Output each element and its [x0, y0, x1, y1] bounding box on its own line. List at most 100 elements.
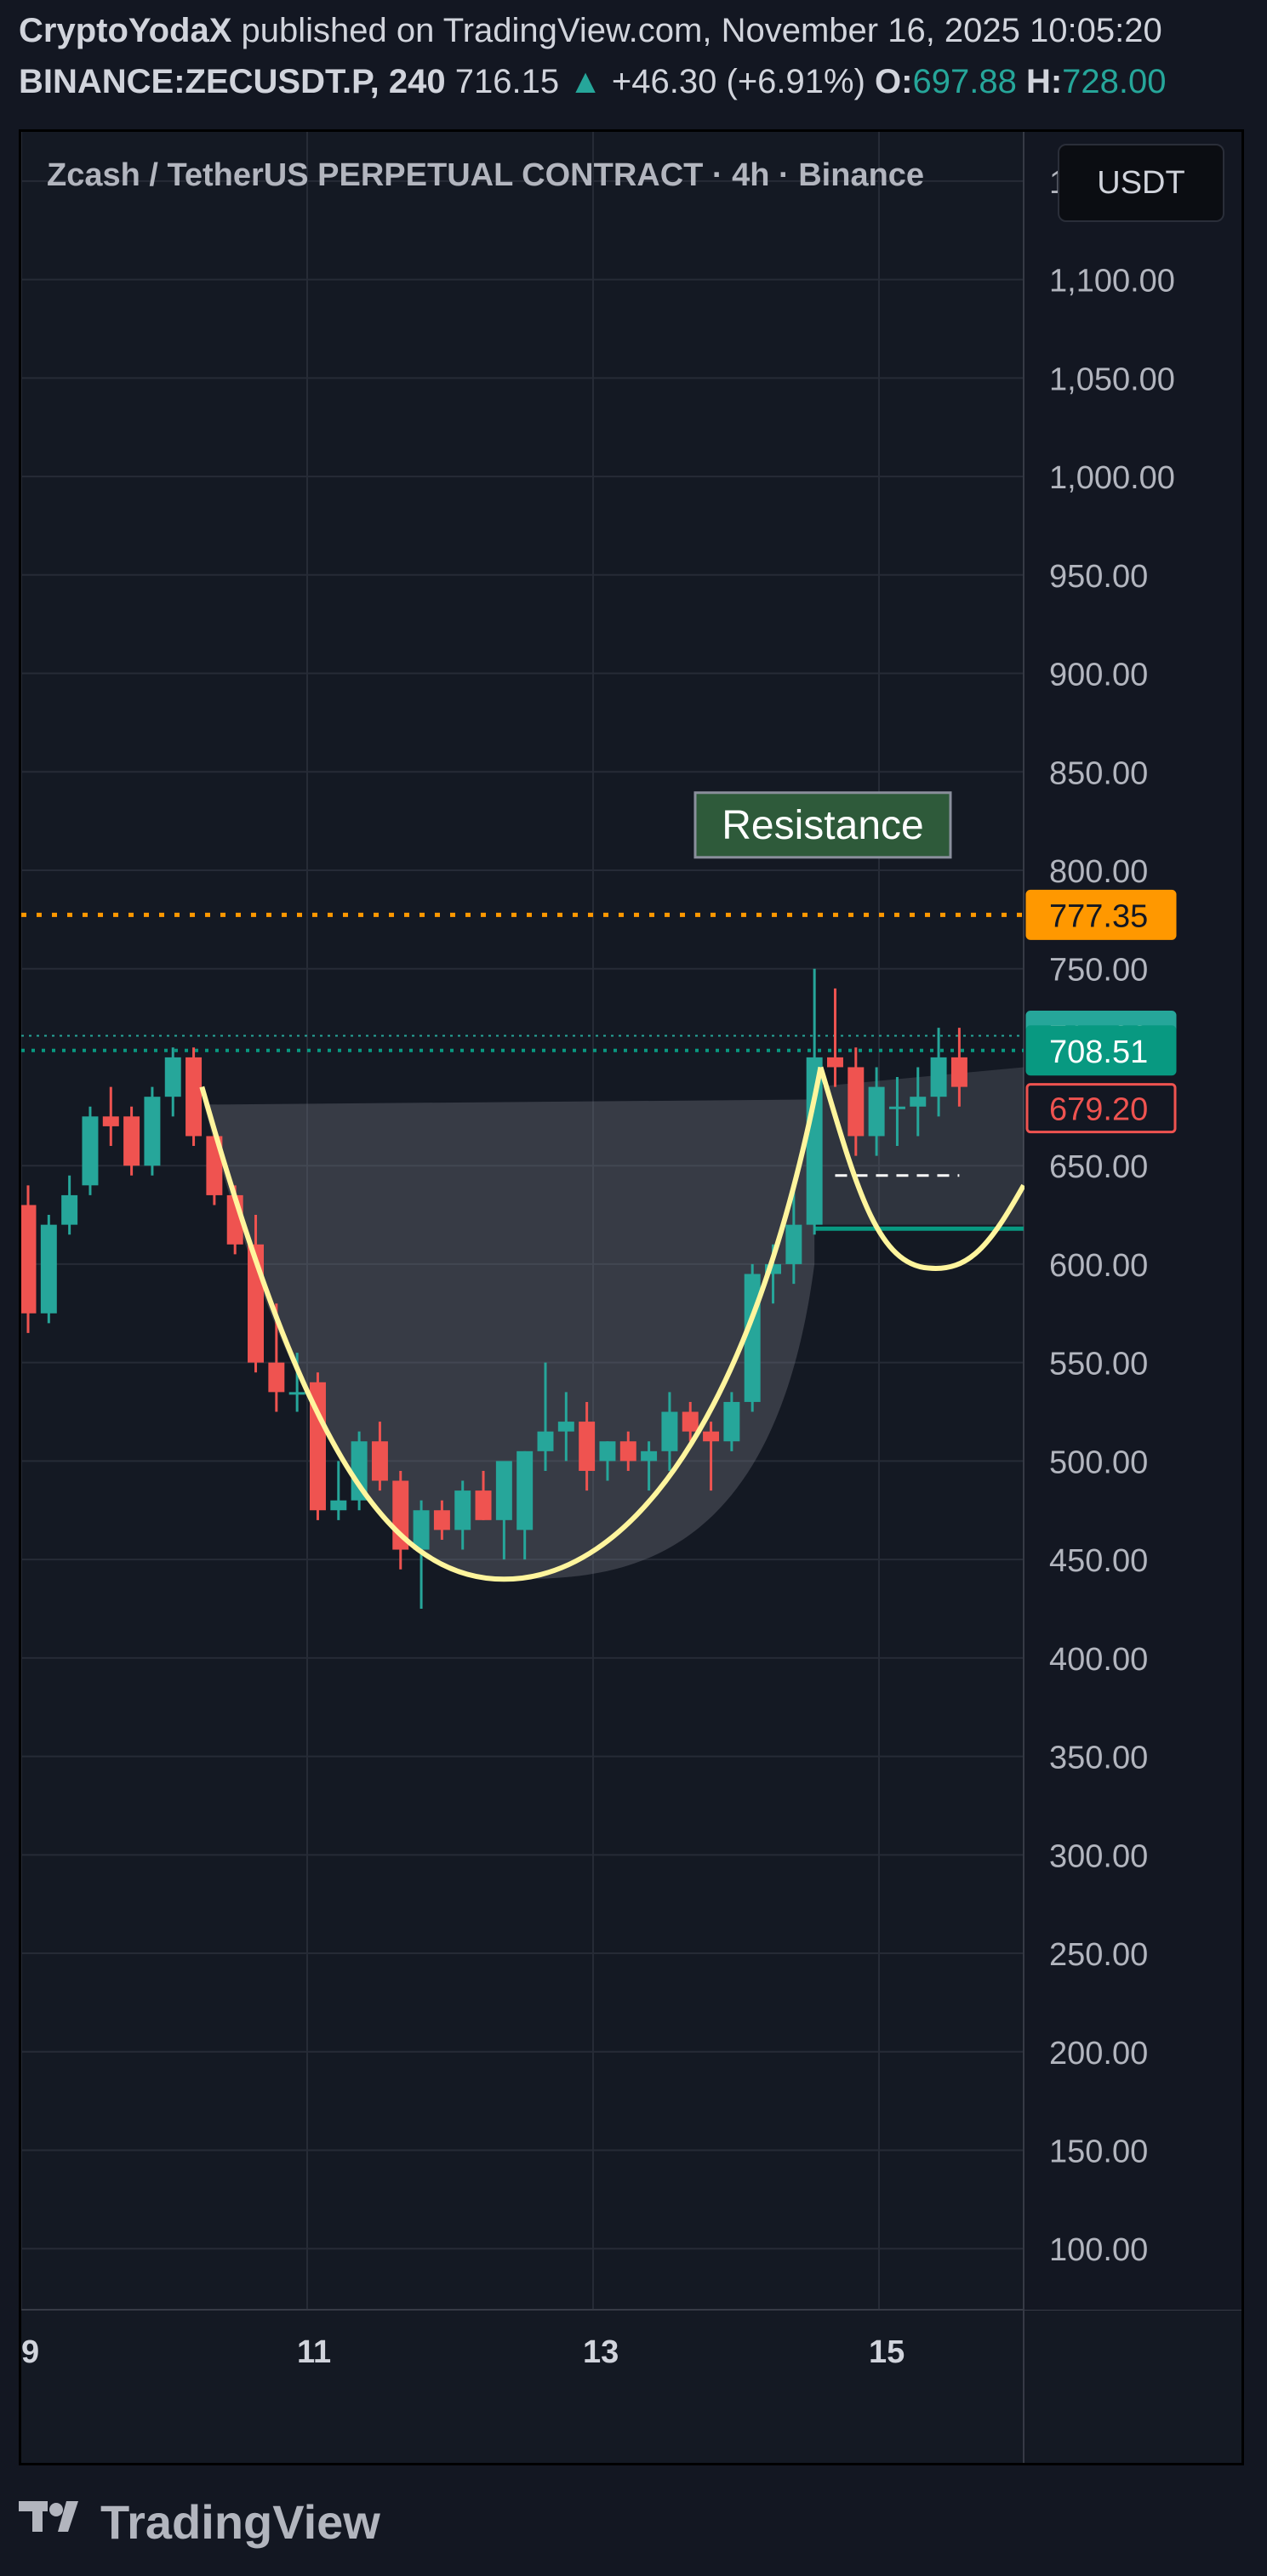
candle-down: [619, 1431, 636, 1471]
candle-up: [599, 1441, 616, 1481]
candle-body: [495, 1461, 512, 1520]
time-tick-label: 9: [21, 2334, 39, 2370]
price-tick-label: 450.00: [1049, 1543, 1148, 1579]
candle-body: [723, 1401, 740, 1442]
time-tick-label: 15: [869, 2334, 905, 2370]
candle-body: [413, 1510, 430, 1550]
candle-up: [144, 1086, 161, 1176]
price-label-box: [1025, 1025, 1177, 1076]
price-tick-label: 500.00: [1049, 1445, 1148, 1480]
price-tick-label: 950.00: [1049, 559, 1148, 595]
candle-body: [61, 1194, 78, 1225]
candle-body: [888, 1106, 905, 1109]
change-up-icon: ▲: [568, 63, 602, 100]
candle-down: [826, 988, 843, 1087]
annotations: Resistance: [693, 791, 952, 859]
cup-fill: [203, 1067, 1024, 1580]
candle-body: [454, 1490, 471, 1530]
tradingview-logo-icon[interactable]: [19, 2491, 92, 2542]
candle-body: [164, 1057, 181, 1097]
price-tick-label: 300.00: [1049, 1838, 1148, 1874]
candle-up: [888, 1077, 905, 1147]
currency-button[interactable]: USDT: [1058, 144, 1224, 222]
candle-body: [185, 1057, 203, 1137]
candle-body: [599, 1441, 616, 1462]
price-tick-label: 200.00: [1049, 2036, 1148, 2072]
cup-curve: [199, 1066, 824, 1582]
candle-up: [351, 1431, 368, 1511]
candle-body: [765, 1263, 782, 1274]
candle-down: [848, 1047, 865, 1156]
candle-body: [703, 1431, 720, 1442]
candle-down: [703, 1422, 720, 1491]
price-tick-label: 100.00: [1049, 2232, 1148, 2268]
candle-up: [557, 1392, 574, 1462]
candle-up: [330, 1461, 347, 1520]
candle-up: [40, 1215, 57, 1324]
candle-up: [537, 1362, 554, 1471]
high-label: H:: [1025, 63, 1063, 100]
candle-body: [309, 1382, 326, 1511]
candle-body: [537, 1431, 554, 1451]
price-axis-background: [1024, 132, 1241, 2310]
candle-up: [785, 1185, 802, 1285]
published-text: published on TradingView.com, November 1…: [241, 12, 1162, 49]
candle-up: [82, 1106, 99, 1195]
candle-body: [330, 1500, 347, 1511]
candle-body: [910, 1097, 927, 1107]
symbol-summary: BINANCE:ZECUSDT.P, 240 716.15 ▲ +46.30 (…: [19, 63, 1167, 101]
price-tick-label: 650.00: [1049, 1149, 1148, 1185]
price-label-text: 708.51: [1049, 1034, 1148, 1070]
candle-body: [433, 1510, 450, 1530]
handle-curve: [818, 1066, 1026, 1271]
candle-down: [371, 1422, 388, 1491]
candle-body: [826, 1057, 843, 1068]
candle-up: [164, 1047, 181, 1117]
candle-down: [579, 1401, 596, 1491]
candle-body: [371, 1441, 388, 1481]
price-levels: [21, 912, 1024, 1052]
candle-down: [21, 1185, 37, 1333]
candle-body: [848, 1067, 865, 1137]
annotation-text: Resistance: [722, 803, 923, 848]
chart-frame[interactable]: 1,150.001,100.001,050.001,000.00950.0090…: [19, 129, 1244, 2465]
price-tick-label: 800.00: [1049, 854, 1148, 890]
candle-up: [641, 1441, 658, 1491]
time-tick-label: 11: [297, 2334, 331, 2370]
candle-body: [868, 1086, 885, 1137]
candle-up: [495, 1461, 512, 1560]
price-label-box: [1025, 889, 1177, 940]
candle-up: [723, 1392, 740, 1451]
chart-title: Zcash / TetherUS PERPETUAL CONTRACT · 4h…: [47, 157, 925, 193]
price-tick-label: 250.00: [1049, 1937, 1148, 1973]
price-chart[interactable]: 1,150.001,100.001,050.001,000.00950.0090…: [21, 132, 1244, 2465]
price-tick-label: 750.00: [1049, 953, 1148, 989]
price-tick-label: 900.00: [1049, 658, 1148, 693]
candle-up: [454, 1480, 471, 1550]
price-label-text: 679.20: [1049, 1092, 1148, 1128]
cup-and-handle-curve: [199, 1066, 1026, 1582]
footer-brand[interactable]: TradingView: [100, 2495, 380, 2549]
candle-body: [475, 1490, 492, 1520]
candle-body: [785, 1224, 802, 1264]
open-label: O:: [875, 63, 913, 100]
symbol-name: BINANCE:ZECUSDT.P, 240: [19, 63, 446, 100]
resistance-annotation: Resistance: [693, 791, 952, 859]
publish-header: CryptoYodaX published on TradingView.com…: [0, 0, 1267, 119]
candle-down: [950, 1028, 967, 1107]
candle-down: [475, 1470, 492, 1520]
candle-down: [682, 1401, 699, 1442]
price-tick-label: 850.00: [1049, 755, 1148, 791]
candle-body: [579, 1422, 596, 1471]
candle-body: [641, 1450, 658, 1462]
candle-up: [661, 1392, 678, 1471]
price-tick-label: 550.00: [1049, 1347, 1148, 1382]
publish-info: CryptoYodaX published on TradingView.com…: [19, 12, 1162, 50]
handle-shaded-area: [814, 1067, 1024, 1225]
candle-body: [288, 1392, 305, 1395]
candle-body: [682, 1411, 699, 1432]
price-tick-label: 1,100.00: [1049, 264, 1175, 299]
author-name[interactable]: CryptoYodaX: [19, 12, 232, 49]
candle-up: [868, 1067, 885, 1156]
candle-down: [392, 1470, 409, 1570]
